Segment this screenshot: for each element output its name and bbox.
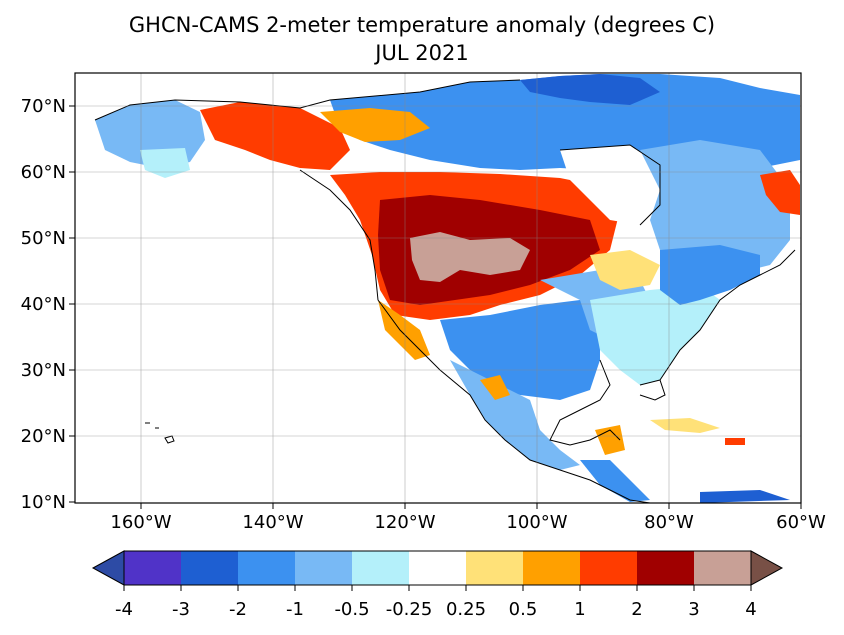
- anomaly-region-yukon-mild: [320, 108, 430, 142]
- x-tick-label: 80°W: [644, 512, 694, 533]
- colorbar-swatch: [523, 551, 581, 585]
- y-tick-label: 30°N: [21, 360, 66, 381]
- colorbar-swatches: [124, 551, 752, 585]
- colorbar-over-arrow: [750, 550, 784, 586]
- map-title: GHCN-CAMS 2-meter temperature anomaly (d…: [128, 13, 716, 37]
- hawaii-outline: [145, 422, 175, 444]
- x-tick-label: 160°W: [110, 512, 171, 533]
- anomaly-region-arctic-canada-deep: [520, 74, 660, 105]
- map-frame: [74, 72, 802, 504]
- anomaly-region-alaska-neutral: [140, 148, 190, 178]
- colorbar-tick-label: 0.25: [446, 599, 486, 620]
- anomaly-region-labrador-warm: [760, 170, 800, 215]
- anomaly-region-central-america-cool: [580, 460, 650, 502]
- colorbar-swatch: [580, 551, 638, 585]
- anomaly-region-hispaniola-warm: [725, 438, 745, 445]
- colorbar-swatch: [238, 551, 296, 585]
- anomaly-region-caribbean-warm: [650, 418, 720, 433]
- colorbar-tick-label: -2: [229, 599, 247, 620]
- anomaly-region-yucatan-warm: [595, 425, 625, 455]
- x-tick-label: 120°W: [374, 512, 435, 533]
- colorbar-swatch: [466, 551, 524, 585]
- anomaly-region-record-heat: [410, 232, 530, 282]
- colorbar-tick-label: 3: [688, 599, 699, 620]
- colorbar-labels: -4 -3 -2 -1 -0.5 -0.25 0.25 0.5 1 2 3 4: [115, 585, 757, 620]
- map-area: [74, 72, 802, 504]
- anomaly-region-hudson-bay: [560, 145, 660, 225]
- colorbar-tick-label: 2: [631, 599, 642, 620]
- y-tick-label: 50°N: [21, 228, 66, 249]
- colorbar-tick-label: -4: [115, 599, 133, 620]
- colorbar-swatch: [694, 551, 752, 585]
- anomaly-region-california-warm: [378, 300, 430, 360]
- colorbar-tick-label: 0.5: [509, 599, 538, 620]
- x-tick-label: 60°W: [776, 512, 826, 533]
- y-axis: 70°N 60°N 50°N 40°N 30°N 20°N 10°N: [21, 96, 75, 513]
- anomaly-region-yukon-warm: [200, 102, 350, 170]
- anomaly-region-southeast-cool: [590, 285, 720, 385]
- anomaly-region-mexico-mixed: [450, 360, 580, 470]
- y-tick-label: 60°N: [21, 162, 66, 183]
- anomaly-region-venezuela-cool: [700, 490, 790, 503]
- colorbar-tick-label: 4: [745, 599, 756, 620]
- y-tick-label: 10°N: [21, 492, 66, 513]
- anomaly-region-quebec-cool: [640, 140, 790, 275]
- y-tick-label: 20°N: [21, 426, 66, 447]
- anomaly-region-great-lakes-mild: [590, 250, 660, 290]
- colorbar-swatch: [637, 551, 695, 585]
- x-tick-label: 100°W: [506, 512, 567, 533]
- colorbar-swatch: [181, 551, 239, 585]
- colorbar-under-arrow: [91, 550, 125, 586]
- anomaly-region-mexico-warm: [480, 375, 510, 400]
- anomaly-region-northeast-cool: [660, 245, 760, 305]
- colorbar-tick-label: -0.25: [386, 599, 433, 620]
- colorbar-frame: [123, 550, 752, 586]
- colorbar-tick-label: 1: [574, 599, 585, 620]
- colorbar-swatch: [352, 551, 410, 585]
- colorbar-swatch: [124, 551, 182, 585]
- gridlines: [75, 73, 801, 503]
- map-subtitle: JUL 2021: [375, 41, 469, 65]
- colorbar-tick-label: -1: [286, 599, 304, 620]
- y-tick-label: 70°N: [21, 96, 66, 117]
- x-tick-label: 140°W: [242, 512, 303, 533]
- colorbar-swatch: [409, 551, 467, 585]
- colorbar-tick-label: -3: [172, 599, 190, 620]
- x-axis: 160°W 140°W 120°W 100°W 80°W 60°W: [110, 503, 826, 533]
- y-tick-label: 40°N: [21, 294, 66, 315]
- colorbar-swatch: [295, 551, 353, 585]
- colorbar: -4 -3 -2 -1 -0.5 -0.25 0.25 0.5 1 2 3 4: [91, 550, 784, 620]
- colorbar-tick-label: -0.5: [334, 599, 369, 620]
- anomaly-field: [95, 74, 800, 503]
